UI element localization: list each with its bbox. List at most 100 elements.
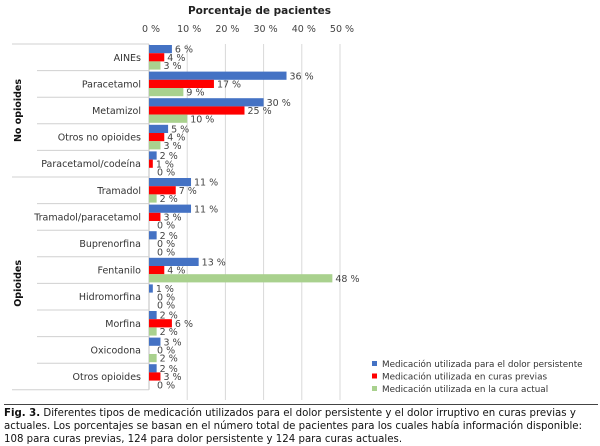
bar [149, 98, 264, 107]
data-label: 11 % [194, 178, 218, 189]
data-label: 25 % [248, 106, 272, 117]
data-label: 0 % [157, 221, 175, 232]
category-label: Otros no opioides [58, 133, 141, 144]
bar [149, 106, 245, 115]
category-label: AINEs [114, 53, 141, 64]
chart-title: Porcentaje de pacientes [188, 5, 331, 17]
bar [149, 186, 176, 195]
bar [149, 71, 287, 80]
group-label: Opioides [13, 260, 24, 307]
data-label: 3 % [163, 141, 181, 152]
bar [149, 53, 165, 62]
data-label: 5 % [171, 125, 189, 136]
x-tick-label: 10 % [177, 24, 201, 35]
data-label: 6 % [175, 45, 193, 56]
data-label: 10 % [190, 114, 214, 125]
legend-swatch [372, 386, 377, 391]
bar [149, 151, 157, 160]
bar [149, 141, 161, 150]
category-label: Hidromorfina [79, 292, 141, 303]
data-label: 17 % [217, 80, 241, 91]
data-label: 0 % [157, 380, 175, 391]
data-label: 13 % [202, 258, 226, 269]
data-label: 2 % [160, 364, 178, 375]
data-label: 3 % [163, 337, 181, 348]
x-tick-label: 30 % [254, 24, 278, 35]
bar [149, 88, 184, 97]
bar [149, 159, 153, 168]
caption-label: Fig. 3. [4, 408, 41, 419]
category-label: Paracetamol [82, 79, 141, 90]
bar [149, 124, 169, 133]
bar [149, 79, 214, 88]
bar [149, 327, 157, 336]
bar [149, 231, 157, 240]
group-label: No opioides [13, 79, 24, 142]
data-label: 4 % [167, 133, 185, 144]
category-label: Buprenorfina [79, 239, 141, 250]
bar [149, 204, 192, 213]
data-label: 11 % [194, 204, 218, 215]
data-label: 4 % [167, 266, 185, 277]
bar [149, 61, 161, 70]
bar [149, 337, 161, 346]
data-label: 30 % [267, 98, 291, 109]
bar [149, 274, 333, 283]
data-label: 3 % [163, 372, 181, 383]
data-label: 6 % [175, 319, 193, 330]
bar [149, 212, 161, 221]
legend-label: Medicación utilizada para el dolor persi… [382, 359, 583, 370]
bar [149, 311, 157, 320]
bar [149, 354, 157, 363]
bar [149, 133, 165, 142]
bar [149, 45, 172, 54]
data-label: 2 % [160, 231, 178, 242]
legend-swatch [372, 373, 377, 379]
x-tick-label: 50 % [330, 24, 354, 35]
x-tick-label: 0 % [142, 24, 160, 35]
data-label: 2 % [160, 327, 178, 338]
bar [149, 372, 161, 381]
figure-caption: Fig. 3. Diferentes tipos de medicación u… [4, 404, 598, 446]
data-label: 0 % [157, 301, 175, 312]
category-label: Metamizol [92, 106, 141, 117]
data-label: 2 % [160, 311, 178, 322]
bar [149, 178, 192, 187]
x-tick-label: 20 % [215, 24, 239, 35]
data-label: 0 % [157, 292, 175, 303]
category-label: Oxicodona [91, 345, 141, 356]
x-tick-label: 40 % [292, 24, 316, 35]
bar [149, 266, 165, 275]
legend-swatch [372, 361, 377, 366]
category-label: Fentanilo [98, 266, 142, 277]
legend-label: Medicación utilizada en curas previas [382, 372, 547, 383]
category-label: Morfina [105, 319, 141, 330]
data-label: 2 % [160, 354, 178, 365]
bar [149, 257, 199, 266]
data-label: 0 % [157, 239, 175, 250]
category-label: Paracetamol/codeína [41, 159, 141, 170]
category-label: Tramadol/paracetamol [33, 212, 141, 223]
bar [149, 194, 157, 203]
data-label: 9 % [186, 88, 204, 99]
data-label: 2 % [160, 194, 178, 205]
category-label: Otros opioides [73, 372, 141, 383]
data-label: 3 % [163, 213, 181, 224]
data-label: 7 % [179, 186, 197, 197]
data-label: 1 % [156, 159, 174, 170]
data-label: 48 % [335, 274, 359, 285]
category-label: Tramadol [96, 186, 141, 197]
data-label: 4 % [167, 53, 185, 64]
data-label: 0 % [157, 247, 175, 258]
data-label: 1 % [156, 284, 174, 295]
bar-chart: Porcentaje de pacientes 0 % 10 % 20 % 30 % 40… [12, 5, 583, 400]
bar [149, 114, 188, 123]
data-label: 36 % [290, 71, 314, 82]
bar [149, 284, 153, 293]
bar [149, 364, 157, 373]
data-label: 2 % [160, 151, 178, 162]
data-label: 0 % [157, 168, 175, 179]
bar [149, 319, 172, 328]
legend-label: Medicación utilizada en la cura actual [382, 384, 548, 395]
